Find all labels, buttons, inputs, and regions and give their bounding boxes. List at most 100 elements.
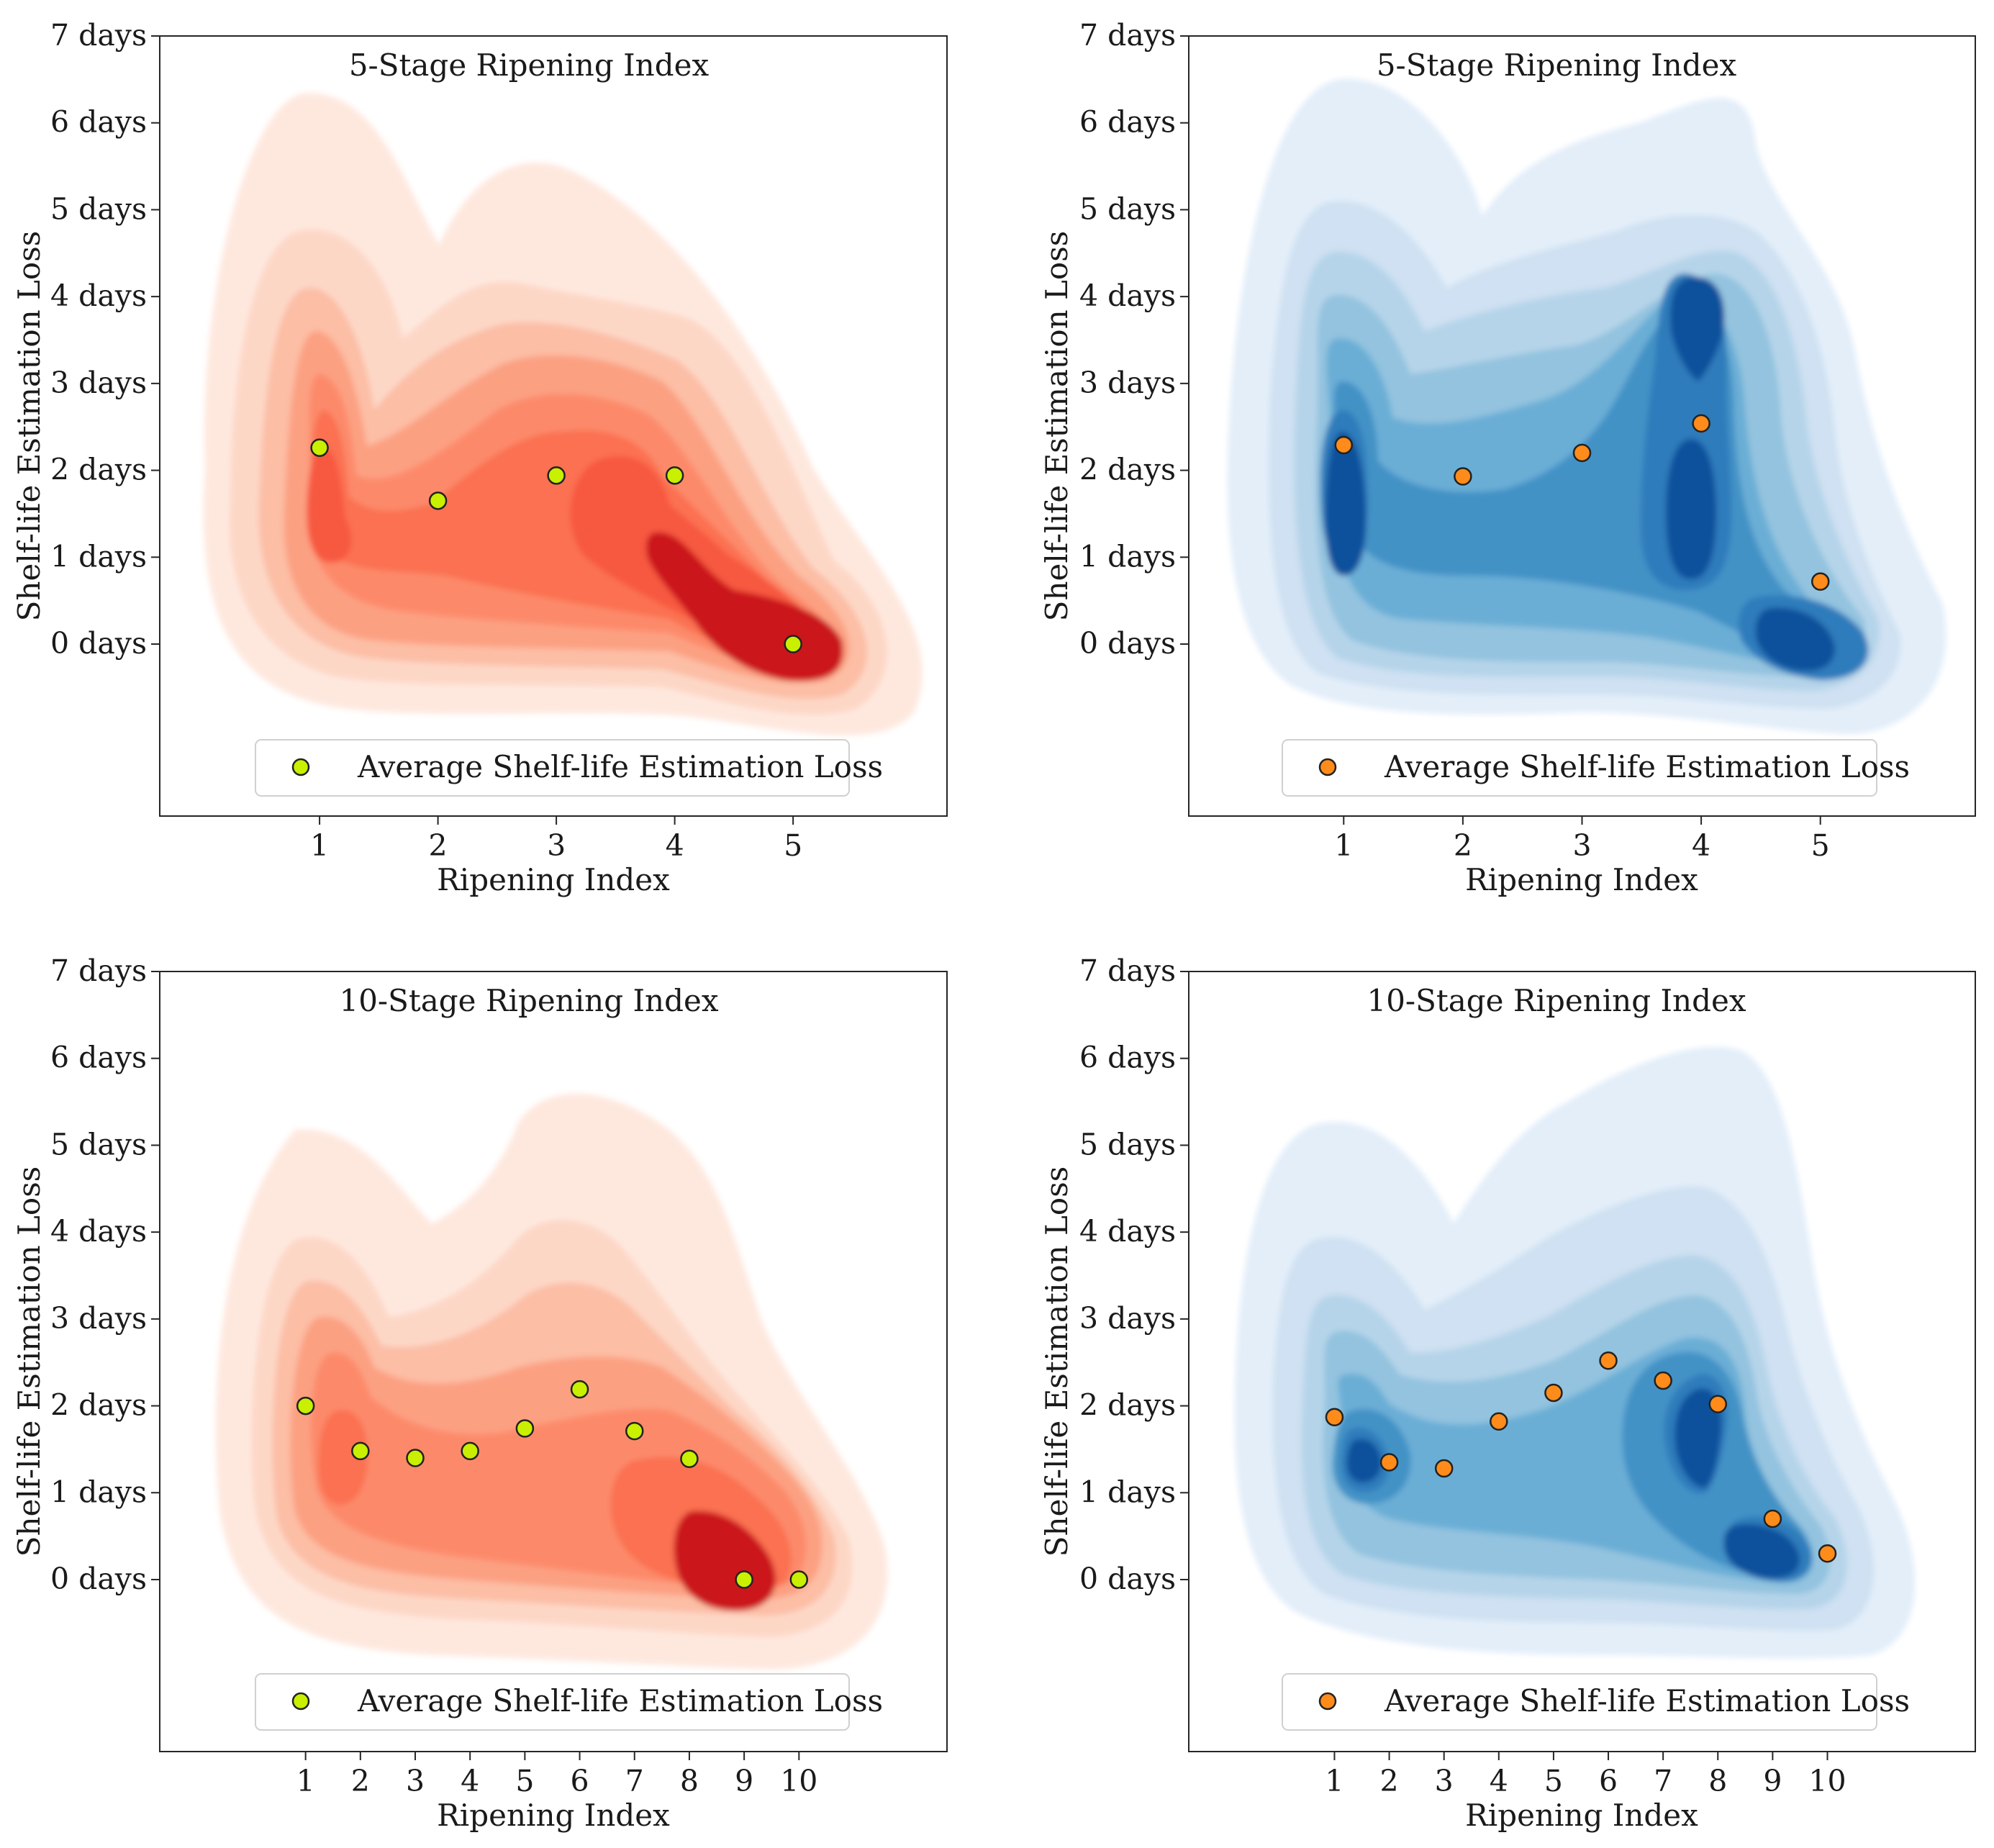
x-tick-label: 10 — [780, 1764, 817, 1798]
density-contours — [215, 1093, 888, 1670]
panel-bottom-left: 0 days 1 days 2 days 3 days 4 days 5 days 6 da… — [12, 954, 948, 1833]
y-tick-label: 2 days — [50, 1388, 147, 1423]
data-point — [735, 1570, 753, 1589]
x-tick-label: 2 — [429, 828, 448, 863]
density-level-6 — [318, 1410, 368, 1505]
legend-label: Average Shelf-life Estimation Loss — [1384, 749, 1910, 784]
y-tick-label: 7 days — [50, 18, 147, 53]
legend: Average Shelf-life Estimation Loss — [255, 739, 883, 797]
x-axis-label: Ripening Index — [1465, 862, 1698, 897]
panel-top-right: 0 days 1 days 2 days 3 days 4 days 5 days 6 da… — [1039, 18, 1976, 897]
plot-frame — [159, 971, 948, 1752]
x-tick-label: 7 — [1654, 1764, 1672, 1798]
data-point — [784, 635, 802, 653]
density-peak-d — [1755, 607, 1835, 671]
data-point — [1325, 1408, 1344, 1427]
y-tick-label: 4 days — [1079, 1214, 1176, 1249]
legend-box — [255, 739, 850, 797]
x-tick-label: 9 — [735, 1764, 753, 1798]
scatter-series — [296, 1380, 809, 1589]
x-tick-label: 1 — [1325, 1764, 1343, 1798]
data-point — [570, 1380, 589, 1399]
data-point — [1818, 1544, 1837, 1563]
legend: Average Shelf-life Estimation Loss — [255, 1673, 883, 1731]
x-tick-label: 7 — [625, 1764, 644, 1798]
data-point — [625, 1421, 644, 1441]
density-contours — [1234, 1046, 1916, 1659]
data-point — [461, 1441, 479, 1461]
y-tick-label: 5 days — [1079, 191, 1176, 226]
y-tick-label: 3 days — [50, 1301, 147, 1336]
y-tick-label: 6 days — [1079, 1041, 1176, 1075]
x-tick-label: 8 — [1708, 1764, 1727, 1798]
x-tick-label: 1 — [310, 828, 329, 863]
x-axis: 1 2 3 4 5 6 7 8 9 10 — [1325, 1752, 1846, 1798]
legend-marker — [1318, 1692, 1337, 1711]
y-tick-label: 1 days — [1079, 1475, 1176, 1509]
y-axis-label: Shelf-life Estimation Loss — [12, 231, 47, 622]
data-point — [547, 466, 566, 485]
density-peak — [1346, 1439, 1382, 1483]
y-tick-label: 3 days — [50, 366, 147, 400]
y-tick-label: 5 days — [50, 191, 147, 226]
data-point — [1763, 1509, 1782, 1528]
legend-label: Average Shelf-life Estimation Loss — [357, 1683, 883, 1718]
data-point — [296, 1396, 315, 1416]
y-tick-label: 6 days — [1079, 105, 1176, 140]
x-tick-label: 6 — [1599, 1764, 1618, 1798]
legend-label: Average Shelf-life Estimation Loss — [1384, 1683, 1910, 1718]
legend-box — [1282, 1673, 1877, 1731]
density-peak-c — [1723, 1524, 1800, 1579]
legend-box — [1282, 739, 1877, 797]
data-point — [1454, 467, 1472, 486]
y-axis: 0 days 1 days 2 days 3 days 4 days 5 days 6 da… — [1079, 954, 1189, 1596]
data-point — [1379, 1453, 1399, 1472]
y-tick-label: 7 days — [50, 954, 147, 988]
panel-bottom-right: 0 days 1 days 2 days 3 days 4 days 5 days 6 da… — [1039, 954, 1976, 1833]
legend-marker — [291, 1692, 310, 1711]
y-tick-label: 2 days — [50, 453, 147, 487]
y-tick-label: 3 days — [1079, 366, 1176, 400]
y-tick-label: 1 days — [50, 1475, 147, 1509]
data-point — [406, 1449, 425, 1467]
y-tick-label: 1 days — [1079, 539, 1176, 574]
chart-title: 10-Stage Ripening Index — [339, 983, 718, 1018]
data-point — [680, 1449, 699, 1468]
x-tick-label: 2 — [1454, 828, 1472, 863]
data-point — [1572, 443, 1592, 463]
data-point — [1692, 414, 1710, 433]
plot-frame — [159, 35, 948, 817]
y-tick-label: 2 days — [1079, 1388, 1176, 1423]
x-tick-label: 5 — [1811, 828, 1830, 863]
plot-frame — [1188, 971, 1976, 1752]
density-peak-b — [1669, 277, 1725, 381]
y-tick-label: 7 days — [1079, 18, 1176, 53]
chart-title: 10-Stage Ripening Index — [1367, 983, 1746, 1018]
x-tick-label: 4 — [1692, 828, 1710, 863]
y-tick-label: 0 days — [1079, 1562, 1176, 1596]
x-axis-label: Ripening Index — [1465, 1798, 1698, 1833]
scatter-series — [1325, 1351, 1837, 1563]
x-tick-label: 3 — [406, 1764, 425, 1798]
data-point — [1544, 1383, 1563, 1403]
x-axis: 1 2 3 4 5 — [310, 816, 802, 863]
x-tick-label: 5 — [1544, 1764, 1563, 1798]
y-tick-label: 1 days — [50, 539, 147, 574]
chart-title: 5-Stage Ripening Index — [1377, 47, 1737, 83]
density-peak — [1325, 432, 1367, 576]
y-tick-label: 4 days — [50, 278, 147, 313]
x-axis: 1 2 3 4 5 6 7 8 9 10 — [296, 1752, 817, 1798]
data-point — [665, 466, 684, 485]
x-tick-label: 4 — [1490, 1764, 1508, 1798]
data-point — [1708, 1395, 1728, 1413]
legend: Average Shelf-life Estimation Loss — [1282, 739, 1910, 797]
x-axis: 1 2 3 4 5 — [1334, 816, 1830, 863]
data-point — [1599, 1351, 1618, 1370]
x-tick-label: 4 — [666, 828, 684, 863]
density-contours — [203, 93, 923, 735]
x-tick-label: 3 — [1572, 828, 1591, 863]
y-axis-label: Shelf-life Estimation Loss — [12, 1167, 47, 1557]
panel-top-left: 0 days 1 days 2 days 3 days 4 days 5 days 6 da… — [12, 18, 948, 897]
data-point — [1334, 435, 1354, 455]
